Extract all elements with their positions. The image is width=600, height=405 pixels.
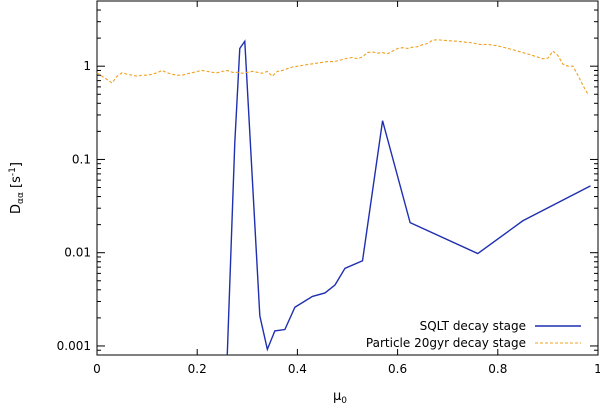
x-tick-label: 1 — [594, 362, 600, 376]
y-tick-label: 1 — [83, 59, 91, 73]
x-tick-label: 0.4 — [288, 362, 307, 376]
series-line-0 — [226, 39, 591, 356]
legend-label-particle: Particle 20gyr decay stage — [366, 336, 526, 350]
y-tick-label: 0.001 — [57, 339, 91, 353]
y-tick-label: 0.01 — [64, 246, 91, 260]
legend-label-sqlt: SQLT decay stage — [420, 319, 526, 333]
series-layer — [96, 39, 591, 356]
y-axis-label: Dαα [s-1] — [8, 162, 26, 214]
x-tick-label: 0.2 — [188, 362, 207, 376]
y-axis: 0.001 0.01 0.1 1 — [57, 0, 598, 356]
x-axis: 0 0.2 0.4 0.6 0.8 1 — [93, 1, 600, 376]
y-tick-label: 0.1 — [72, 152, 91, 166]
x-tick-label: 0 — [93, 362, 101, 376]
plot-frame — [96, 0, 599, 356]
x-axis-label: μ0 — [333, 389, 347, 405]
legend: SQLT decay stage Particle 20gyr decay st… — [366, 319, 581, 350]
series-line-1 — [96, 39, 589, 95]
x-tick-label: 0.8 — [488, 362, 507, 376]
x-tick-label: 0.6 — [388, 362, 407, 376]
